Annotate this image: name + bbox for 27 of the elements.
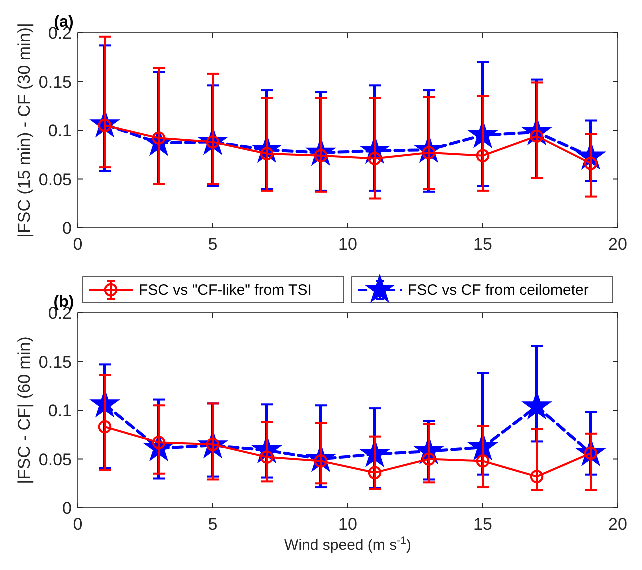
y-tick-label: 0.15 xyxy=(38,352,72,372)
y-tick-label: 0.05 xyxy=(38,450,72,470)
x-tick-label: 5 xyxy=(208,235,218,254)
x-tick-label: 15 xyxy=(474,515,492,534)
x-tick-label: 10 xyxy=(338,235,358,254)
point xyxy=(476,149,490,162)
point xyxy=(422,452,436,466)
y-tick-label: 0 xyxy=(62,499,72,518)
y-tick-label: 0.15 xyxy=(38,72,72,92)
y-tick-label: 0.1 xyxy=(48,122,72,140)
x-tick-label: 15 xyxy=(474,235,492,254)
y-tick-label: 0 xyxy=(62,219,72,238)
y-axis-title: |FSC (15 min) - CF (30 min)| xyxy=(15,23,34,238)
x-tick-label: 5 xyxy=(208,515,218,534)
point xyxy=(530,470,544,484)
x-tick-label: 20 xyxy=(608,515,628,534)
y-tick-label: 0.1 xyxy=(48,402,72,420)
point xyxy=(476,454,490,468)
point xyxy=(368,466,382,480)
legend-label: FSC vs "CF-like" from TSI xyxy=(139,282,312,299)
y-axis-title: |FSC - CF| (60 min) xyxy=(15,336,34,484)
legend-label: FSC vs CF from ceilometer xyxy=(408,282,589,299)
x-tick-label: 10 xyxy=(338,515,358,534)
y-tick-label: 0.05 xyxy=(38,170,72,190)
x-axis-title: Wind speed (m s$^{-1}$) xyxy=(284,535,412,554)
x-tick-label: 20 xyxy=(608,235,628,254)
point xyxy=(98,420,112,434)
